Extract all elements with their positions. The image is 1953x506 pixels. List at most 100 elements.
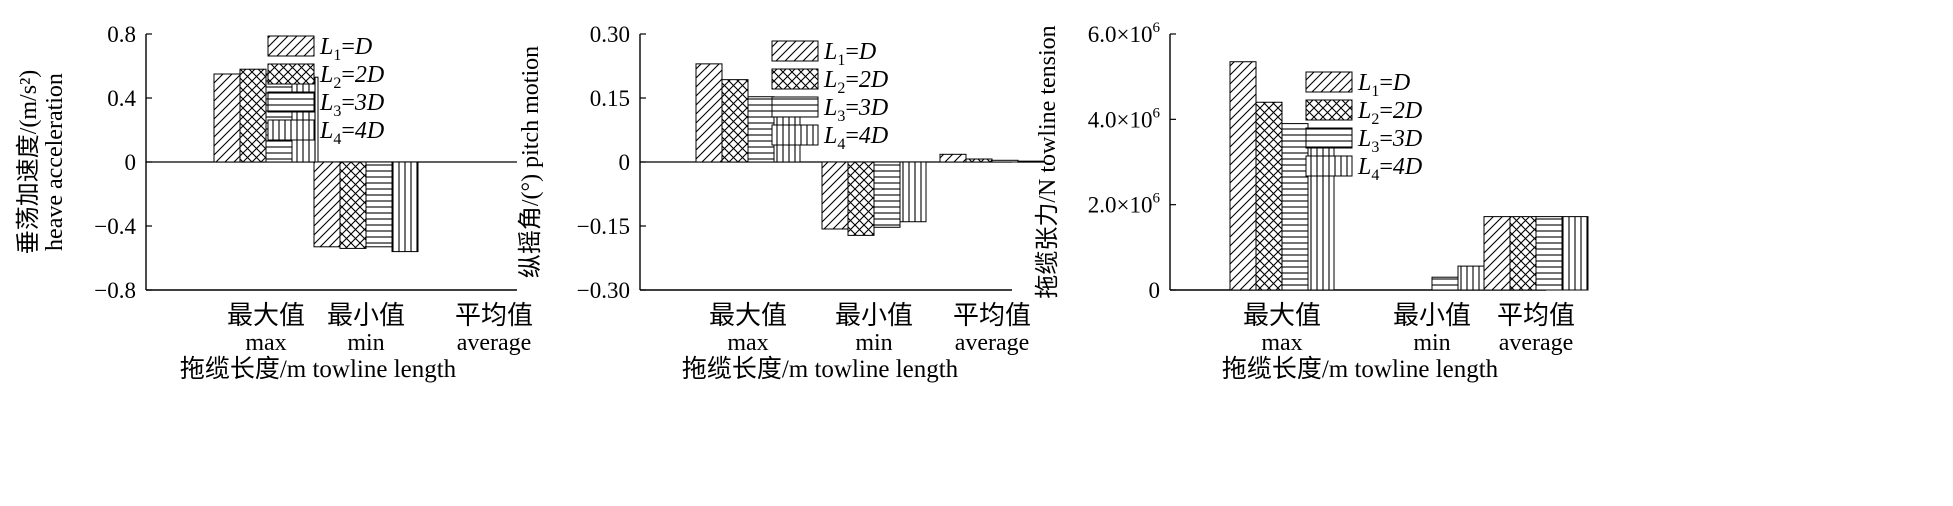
legend-symbol: L: [319, 62, 333, 88]
bar-diag-max: [213, 73, 241, 163]
legend-symbol: L: [823, 67, 837, 93]
y-axis-title-en: pitch motion: [518, 46, 544, 168]
bar-diag-min: [313, 161, 341, 248]
x-axis-title: 拖缆长度/m towline length: [1222, 355, 1499, 383]
bar-vert-max: [1307, 130, 1335, 291]
y-tick-label: 0.8: [107, 22, 136, 47]
bar-horiz-average: [1535, 216, 1563, 291]
category-label-cn: 最大值: [1243, 301, 1321, 330]
bar-horiz-min: [365, 161, 393, 248]
y-axis-title: 拖缆张力/N towline tension: [1034, 25, 1061, 298]
x-axis-title: 拖缆长度/m towline length: [682, 355, 959, 383]
bar-horiz-average: [991, 159, 1019, 163]
legend-equals: =: [1379, 154, 1393, 180]
legend-symbol: L: [1357, 126, 1371, 152]
bar-diag-average: [1483, 216, 1511, 291]
category-label-en: average: [457, 330, 532, 356]
legend-symbol: L: [319, 118, 333, 144]
legend-value: D: [354, 34, 372, 60]
category-label-en: min: [347, 330, 384, 356]
category-label-en: max: [245, 330, 286, 356]
legend-symbol: L: [823, 123, 837, 149]
legend-label: L3=3D: [1357, 126, 1422, 156]
legend-label: L1=D: [1357, 70, 1410, 100]
legend-value: D: [858, 39, 876, 65]
bar-vert-average: [1561, 216, 1589, 291]
bar-horiz-max: [265, 73, 293, 163]
legend-label: L3=3D: [823, 95, 888, 125]
category-label-cn: 最小值: [835, 301, 913, 330]
legend-symbol: L: [1357, 154, 1371, 180]
legend-symbol: L: [823, 39, 837, 65]
legend-equals: =: [845, 123, 859, 149]
bar-diag-average: [939, 153, 967, 163]
legend-value: 3D: [1392, 126, 1422, 152]
bar-diag-min: [821, 161, 849, 230]
bar-vert-min: [899, 161, 927, 223]
legend-equals: =: [845, 67, 859, 93]
y-tick-label-exponent: 6: [1153, 105, 1161, 121]
bar-cross-min: [339, 161, 367, 249]
legend-subscript: 1: [837, 52, 845, 69]
bar-cross-max: [721, 79, 749, 163]
legend-swatch-cross: [771, 68, 819, 90]
y-axis-title-en: heave acceleration: [42, 73, 68, 251]
bar-cross-min: [847, 161, 875, 236]
legend-value: 4D: [355, 118, 384, 144]
category-label-en: average: [1499, 330, 1574, 356]
y-tick-label: −0.8: [94, 278, 136, 303]
legend-symbol: L: [319, 34, 333, 60]
bar-cross-max: [1255, 101, 1283, 291]
bar-cross-average: [965, 158, 993, 163]
y-tick-label: 0: [125, 150, 137, 175]
y-axis-title: 纵摇角/(°) pitch motion: [517, 46, 544, 278]
y-tick-label: 2.0×106: [1088, 191, 1161, 218]
legend-swatch-vert: [1305, 155, 1353, 177]
category-label-cn: 最小值: [1393, 301, 1471, 330]
category-label-cn: 平均值: [1497, 301, 1575, 330]
y-tick-label: 4.0×106: [1088, 105, 1161, 132]
y-tick-label: 6.0×106: [1088, 20, 1161, 47]
legend-symbol: L: [319, 90, 333, 116]
legend-equals: =: [341, 34, 355, 60]
y-tick-label-base: 4.0×10: [1088, 107, 1153, 132]
legend-value: 3D: [858, 95, 888, 121]
legend-subscript: 3: [1371, 139, 1379, 156]
legend-swatch-vert: [771, 124, 819, 146]
y-axis-title-cn: 拖缆张力/N: [1034, 179, 1061, 299]
category-label-en: average: [955, 330, 1030, 356]
legend-equals: =: [341, 90, 355, 116]
legend-label: L2=2D: [823, 67, 888, 97]
bar-vert-min: [1457, 265, 1485, 291]
legend-label: L2=2D: [319, 62, 384, 92]
bar-horiz-min: [873, 161, 901, 228]
category-label-en: min: [1413, 330, 1450, 356]
legend-equals: =: [845, 95, 859, 121]
bar-horiz-min: [1431, 276, 1459, 291]
legend-value: 2D: [1393, 98, 1422, 124]
legend-equals: =: [1379, 70, 1393, 96]
legend-label: L4=4D: [319, 118, 384, 148]
bar-horiz-max: [747, 96, 775, 163]
legend-equals: =: [341, 118, 355, 144]
legend-subscript: 3: [333, 103, 341, 120]
legend-value: 2D: [355, 62, 384, 88]
y-tick-label: −0.30: [577, 278, 630, 303]
y-axis-title-en: towline tension: [1035, 25, 1061, 172]
y-tick-label: −0.15: [577, 214, 630, 239]
y-tick-label: 0.15: [590, 86, 630, 111]
category-label-cn: 平均值: [455, 301, 533, 330]
legend-swatch-horiz: [267, 91, 315, 113]
legend-symbol: L: [823, 95, 837, 121]
legend-swatch-diag: [267, 35, 315, 57]
y-tick-label-base: 2.0×10: [1088, 193, 1153, 218]
category-label-cn: 最大值: [227, 301, 305, 330]
bar-vert-average: [1017, 160, 1045, 163]
y-tick-label: 0.30: [590, 22, 630, 47]
legend-value: D: [1392, 70, 1410, 96]
